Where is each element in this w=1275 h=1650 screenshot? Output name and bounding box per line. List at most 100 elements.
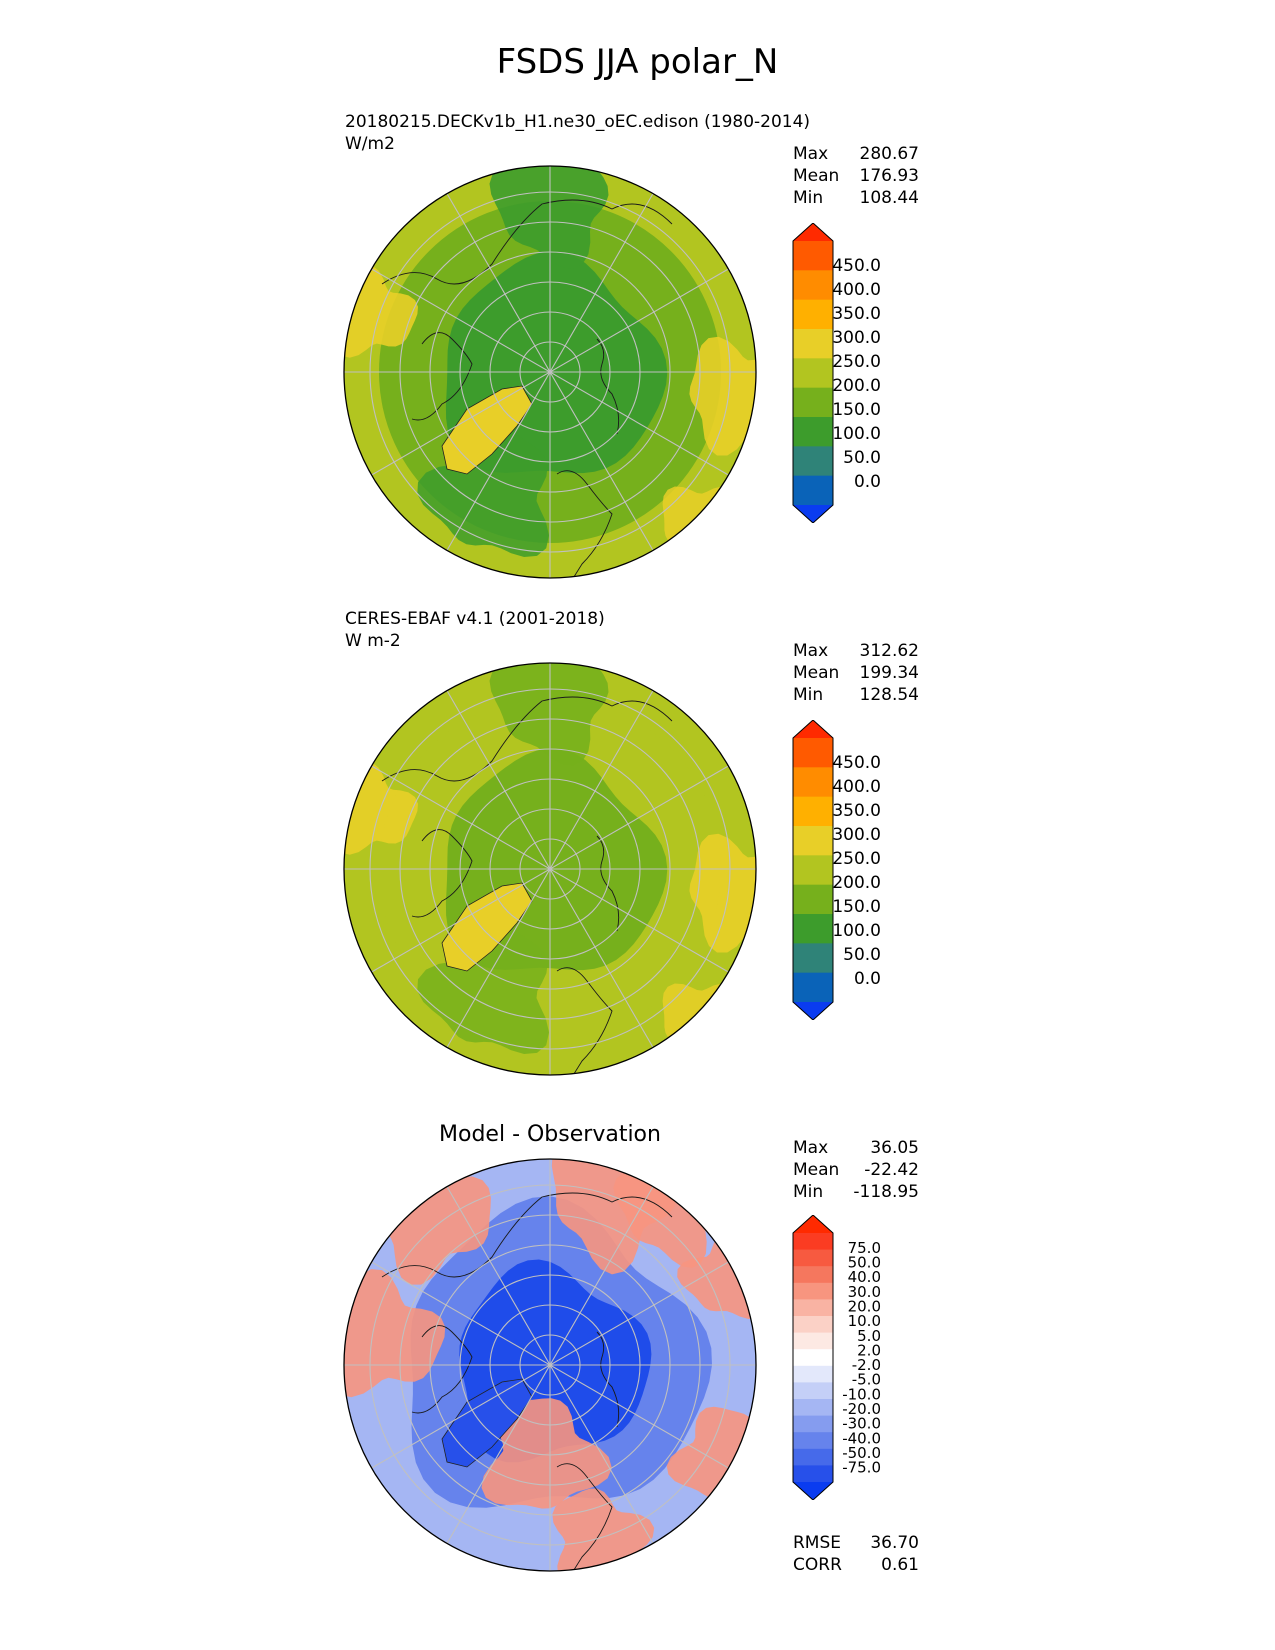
field-colorbar-2-segment — [793, 972, 833, 1003]
panel3-polar-map — [343, 1158, 757, 1572]
panel2-max-label: Max — [793, 641, 829, 661]
model-map-warm-patch — [689, 336, 756, 456]
diff-map-coastlines — [381, 1192, 673, 1571]
model-map-coastline — [596, 338, 620, 435]
diff-colorbar-top-extend — [793, 1215, 833, 1233]
model-map-northern-region — [489, 166, 609, 269]
field-colorbar-2-top-extend — [793, 720, 833, 738]
field-colorbar-1-tick-label: 100.0 — [832, 424, 881, 444]
diff-map-coastline — [411, 1325, 473, 1414]
field-colorbar-1-tick-label: 400.0 — [832, 280, 881, 300]
panel2-max-value: 312.62 — [859, 641, 919, 661]
diff-colorbar-segment — [793, 1465, 833, 1483]
diff-colorbar-tick-label: -5.0 — [852, 1371, 881, 1389]
obs-map-northern-region — [489, 663, 609, 766]
diff-colorbar-tick-label: 20.0 — [848, 1297, 881, 1315]
panel2-min-label: Min — [793, 685, 824, 705]
diff-colorbar-tick-label: -30.0 — [842, 1415, 881, 1433]
model-map-boundary — [343, 165, 757, 579]
diff-colorbar-tick-label: -75.0 — [842, 1459, 881, 1477]
obs-map-warm-patch — [689, 833, 756, 953]
field-colorbar-2-tick-label: 350.0 — [832, 801, 881, 821]
field-colorbar-1-tick-label: 300.0 — [832, 328, 881, 348]
diff-colorbar-tick-label: 30.0 — [848, 1283, 881, 1301]
diff-colorbar-segment — [793, 1233, 833, 1251]
field-colorbar-1-segment — [793, 329, 833, 359]
diff-colorbar-segment — [793, 1316, 833, 1334]
panel2-colorbar: 450.0 400.0 350.0 300.0 250.0 200.0 150.0 100.0… — [792, 720, 881, 1020]
model-map-coastlines — [381, 199, 673, 578]
model-map-greenland — [441, 385, 533, 475]
panel3-mean-label: Mean — [793, 1160, 840, 1180]
diff-map-graticule — [344, 1159, 756, 1571]
panel3-metrics: RMSE 36.70 CORR 0.61 — [793, 1532, 919, 1576]
model-map-meridian — [446, 193, 654, 551]
field-colorbar-2-tick-label: 300.0 — [832, 825, 881, 845]
field-colorbar-2-tick-label: 200.0 — [832, 873, 881, 893]
field-colorbar-2-tick-label: 0.0 — [854, 969, 881, 989]
field-colorbar-1-segment — [793, 475, 833, 506]
diff-colorbar-tick-label: 40.0 — [848, 1268, 881, 1286]
diff-map-meridian — [446, 1186, 654, 1544]
obs-map-coastlines — [381, 696, 673, 1075]
diff-map-coastline — [596, 1331, 620, 1428]
panel1-subtitle: 20180215.DECKv1b_H1.ne30_oEC.edison (198… — [345, 112, 811, 132]
field-colorbar-2-segment — [793, 796, 833, 827]
diff-colorbar-segment — [793, 1249, 833, 1267]
obs-map-coastline — [411, 829, 473, 918]
diff-map-greenland — [441, 1378, 533, 1468]
obs-map-coastline — [381, 696, 673, 782]
field-colorbar-1-tick-label: 450.0 — [832, 256, 881, 276]
obs-map-warm-patch — [662, 983, 745, 1071]
field-colorbar-2-tick-label: 150.0 — [832, 897, 881, 917]
field-colorbar-2-outline — [792, 720, 834, 1020]
diff-map-coastline — [556, 1463, 613, 1571]
diff-colorbar-segment — [793, 1432, 833, 1450]
field-colorbar-1-tick-label: 0.0 — [854, 472, 881, 492]
diff-colorbar-segment — [793, 1365, 833, 1383]
diff-map-coastline — [381, 1192, 673, 1278]
diff-colorbar-tick-label: -40.0 — [842, 1429, 881, 1447]
obs-map-southern-region — [417, 922, 549, 1054]
field-colorbar-1-bottom-extend — [793, 505, 833, 523]
diff-map-boundary — [343, 1158, 757, 1572]
field-colorbar-2-tick-label: 250.0 — [832, 849, 881, 869]
field-colorbar-1-top-extend — [793, 223, 833, 241]
diff-colorbar-segment — [793, 1399, 833, 1417]
model-map-coastline — [411, 332, 473, 421]
diff-colorbar-segment — [793, 1349, 833, 1367]
field-colorbar-1-outline — [792, 223, 834, 523]
model-map-warm-patch — [662, 486, 745, 574]
obs-map-coastline — [556, 967, 613, 1075]
diff-colorbar-segment — [793, 1282, 833, 1300]
panel2-polar-map — [343, 662, 757, 1076]
panel1-units: W/m2 — [345, 134, 395, 154]
diff-colorbar-tick-label: 5.0 — [857, 1327, 881, 1345]
corr-label: CORR — [793, 1555, 842, 1575]
panel1-min-value: 108.44 — [859, 188, 919, 208]
panel2-mean-value: 199.34 — [859, 663, 919, 683]
model-map-coastline — [381, 199, 673, 285]
diff-colorbar-segment — [793, 1382, 833, 1400]
obs-map-meridian — [446, 690, 654, 1048]
obs-map-coastline — [596, 835, 620, 932]
panel2-subtitle: CERES-EBAF v4.1 (2001-2018) — [345, 609, 605, 629]
field-colorbar-1-segment — [793, 417, 833, 447]
diff-colorbar-tick-label: -10.0 — [842, 1385, 881, 1403]
panel3-stats: Max 36.05 Mean -22.42 Min -118.95 — [793, 1137, 919, 1203]
panel3-min-label: Min — [793, 1182, 824, 1202]
panel1-stats: Max 280.67 Mean 176.93 Min 108.44 — [793, 143, 919, 209]
panel3-min-value: -118.95 — [853, 1182, 919, 1202]
field-colorbar-1-segment — [793, 270, 833, 301]
panel2-min-value: 128.54 — [859, 685, 919, 705]
diff-colorbar-tick-label: -2.0 — [852, 1356, 881, 1374]
obs-map-greenland — [441, 882, 533, 972]
model-map-graticule — [344, 166, 756, 578]
obs-map-boundary — [343, 662, 757, 1076]
obs-map-graticule — [344, 663, 756, 1075]
panel1-mean-label: Mean — [793, 166, 840, 186]
diff-colorbar-tick-label: 10.0 — [848, 1312, 881, 1330]
panel1-max-label: Max — [793, 144, 829, 164]
field-colorbar-2-segment — [793, 943, 833, 974]
diff-colorbar-segment — [793, 1448, 833, 1466]
